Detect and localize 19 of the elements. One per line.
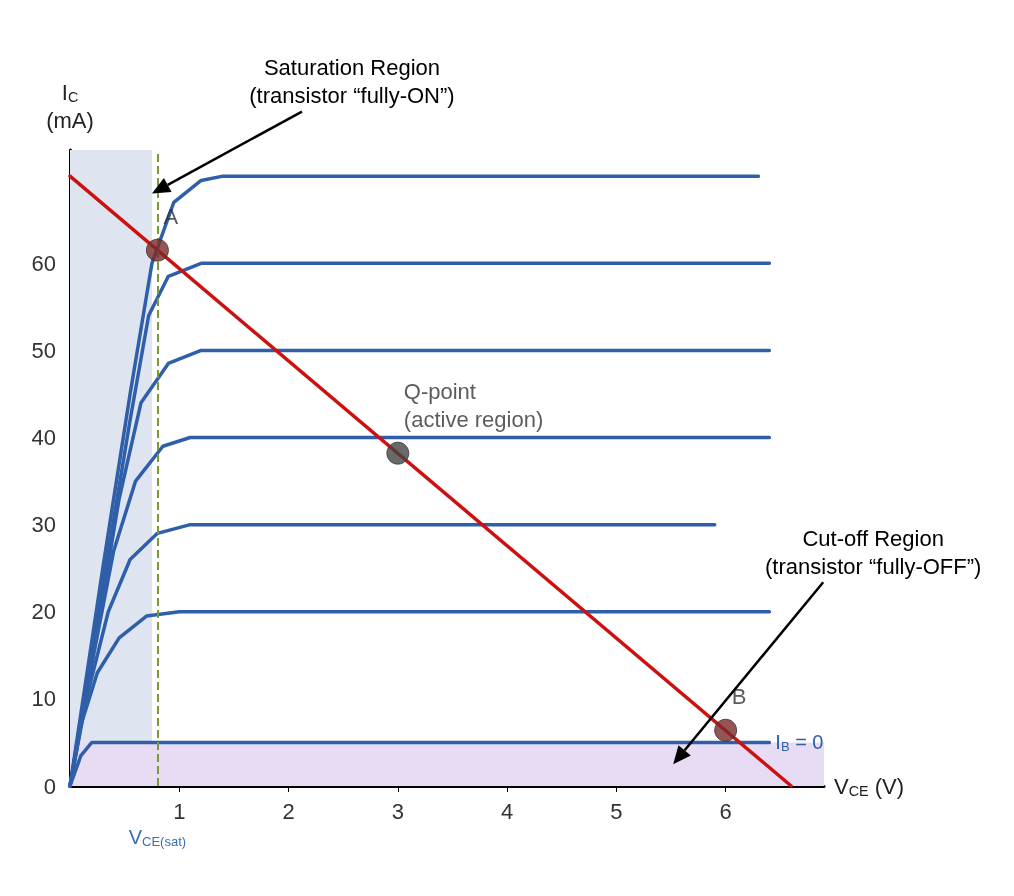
x-tick-label: 6 bbox=[719, 798, 732, 824]
x-tick-label: 3 bbox=[391, 798, 404, 824]
y-tick-label: 50 bbox=[31, 337, 56, 363]
x-tick-label: 5 bbox=[610, 798, 623, 824]
x-axis-title: VCE (V) bbox=[834, 773, 904, 799]
data-label: B bbox=[731, 684, 747, 710]
y-tick-label: 10 bbox=[31, 686, 56, 712]
x-tick-label: 4 bbox=[500, 798, 514, 824]
y-tick-label: 30 bbox=[31, 512, 56, 538]
y-tick-label: 0 bbox=[43, 773, 56, 799]
annotation: Cut-off Region (transistor “fully-OFF”) bbox=[765, 525, 982, 579]
x-tick-label: 1 bbox=[173, 798, 186, 824]
y-tick-label: 60 bbox=[31, 250, 56, 276]
y-tick-label: 40 bbox=[31, 425, 56, 451]
data-label: Q-point (active region) bbox=[403, 379, 544, 433]
y-axis-title: IC (mA) bbox=[46, 79, 94, 133]
text: Saturation Region (transistor “fully-ON”) bbox=[249, 55, 455, 109]
x-tick-label: 2 bbox=[282, 798, 295, 824]
y-tick-label: 20 bbox=[31, 599, 56, 625]
